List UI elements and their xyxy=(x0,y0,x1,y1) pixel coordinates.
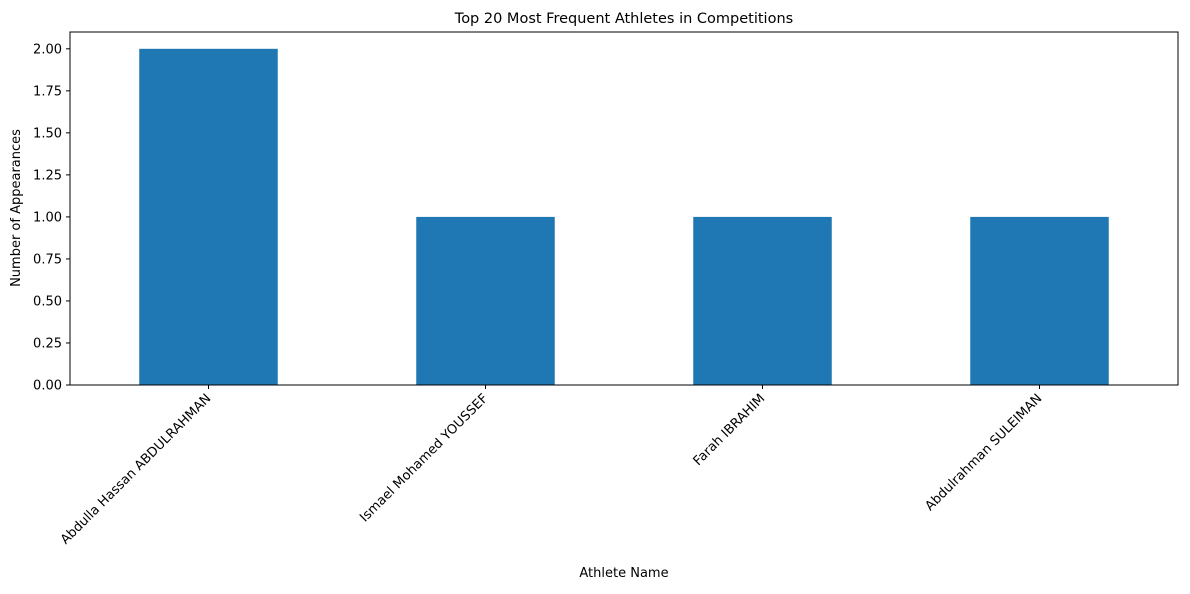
chart-title: Top 20 Most Frequent Athletes in Competi… xyxy=(454,11,793,27)
bar xyxy=(416,216,555,385)
y-tick-label: 1.00 xyxy=(33,210,62,225)
y-tick-label: 0.50 xyxy=(33,294,62,309)
x-axis: Abdulla Hassan ABDULRAHMAN Ismael Mohamed… xyxy=(58,385,1045,548)
y-tick-label: 1.25 xyxy=(33,168,62,183)
x-tick-label: Abdulla Hassan ABDULRAHMAN xyxy=(58,391,214,547)
y-tick-label: 1.50 xyxy=(33,126,62,141)
x-axis-label: Athlete Name xyxy=(579,566,668,581)
y-tick-label: 1.75 xyxy=(33,84,62,99)
y-tick-label: 0.00 xyxy=(33,379,62,394)
bar xyxy=(139,48,278,386)
bar xyxy=(970,216,1109,385)
y-tick-label: 2.00 xyxy=(33,42,62,57)
y-tick-label: 0.75 xyxy=(33,252,62,267)
y-tick-label: 0.25 xyxy=(33,336,62,351)
bars-group xyxy=(139,48,1109,386)
plot-frame xyxy=(69,31,1179,386)
y-axis: 0.00 0.25 0.50 0.75 1.00 1.25 1.50 1.75 2.00 xyxy=(33,42,70,394)
x-tick-label: Ismael Mohamed YOUSSEF xyxy=(357,391,491,525)
y-axis-label: Number of Appearances xyxy=(9,129,24,287)
x-tick-label: Abdulrahman SULEIMAN xyxy=(923,391,1046,514)
bar xyxy=(693,216,832,385)
x-tick-label: Farah IBRAHIM xyxy=(691,391,769,469)
